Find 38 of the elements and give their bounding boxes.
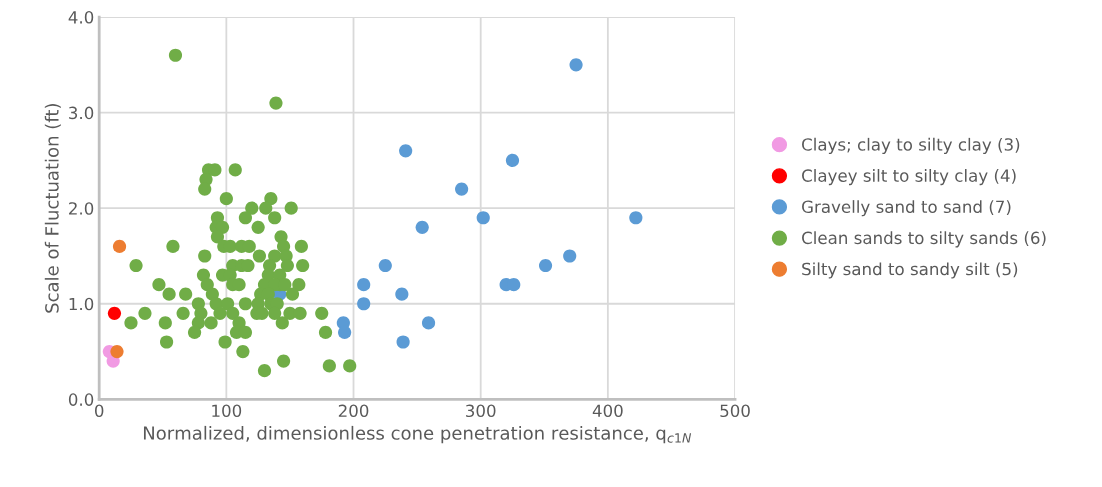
point <box>396 335 410 349</box>
point <box>507 278 521 292</box>
point <box>378 258 392 273</box>
y-tick-label: 0.0 <box>68 393 94 406</box>
x-tick-label: 500 <box>720 404 750 418</box>
legend-label: Clayey silt to silty clay (4) <box>802 169 1016 186</box>
y-tick-label: 3.0 <box>69 106 94 120</box>
x-tick-label: 0 <box>94 404 104 418</box>
point <box>357 297 371 311</box>
x-tick-label: 400 <box>592 404 623 418</box>
x-tick-label: 200 <box>338 404 369 418</box>
legend-label: Clean sands to silty sands (6) <box>802 231 1046 248</box>
legend-label: Silty sand to sandy silt (5) <box>802 262 1018 279</box>
point <box>110 344 124 359</box>
y-tick-label: 1.0 <box>69 297 94 311</box>
point <box>455 182 469 196</box>
point <box>569 58 583 72</box>
x-tick-label: 300 <box>466 404 496 418</box>
point <box>399 144 413 158</box>
legend-label: Clays; clay to silty clay (3) <box>802 137 1020 154</box>
legend-label: Gravelly sand to sand (7) <box>802 200 1011 217</box>
y-axis-title: Scale of Fluctuation (ft) <box>44 104 61 313</box>
point <box>395 287 409 301</box>
point <box>505 153 520 167</box>
point <box>112 239 127 254</box>
point <box>107 306 122 320</box>
x-tick-label: 100 <box>212 404 242 418</box>
point <box>629 211 643 225</box>
y-tick-label: 2.0 <box>69 202 94 215</box>
point <box>338 325 352 340</box>
point <box>357 278 371 292</box>
x-axis-title: Normalized, dimensionless cone penetration resistance, q$_{c1N}$ <box>143 425 692 444</box>
y-tick-label: 4.0 <box>68 11 94 24</box>
point <box>563 249 577 263</box>
point <box>421 316 436 330</box>
point <box>476 211 490 225</box>
point <box>538 258 553 273</box>
point <box>415 220 429 234</box>
